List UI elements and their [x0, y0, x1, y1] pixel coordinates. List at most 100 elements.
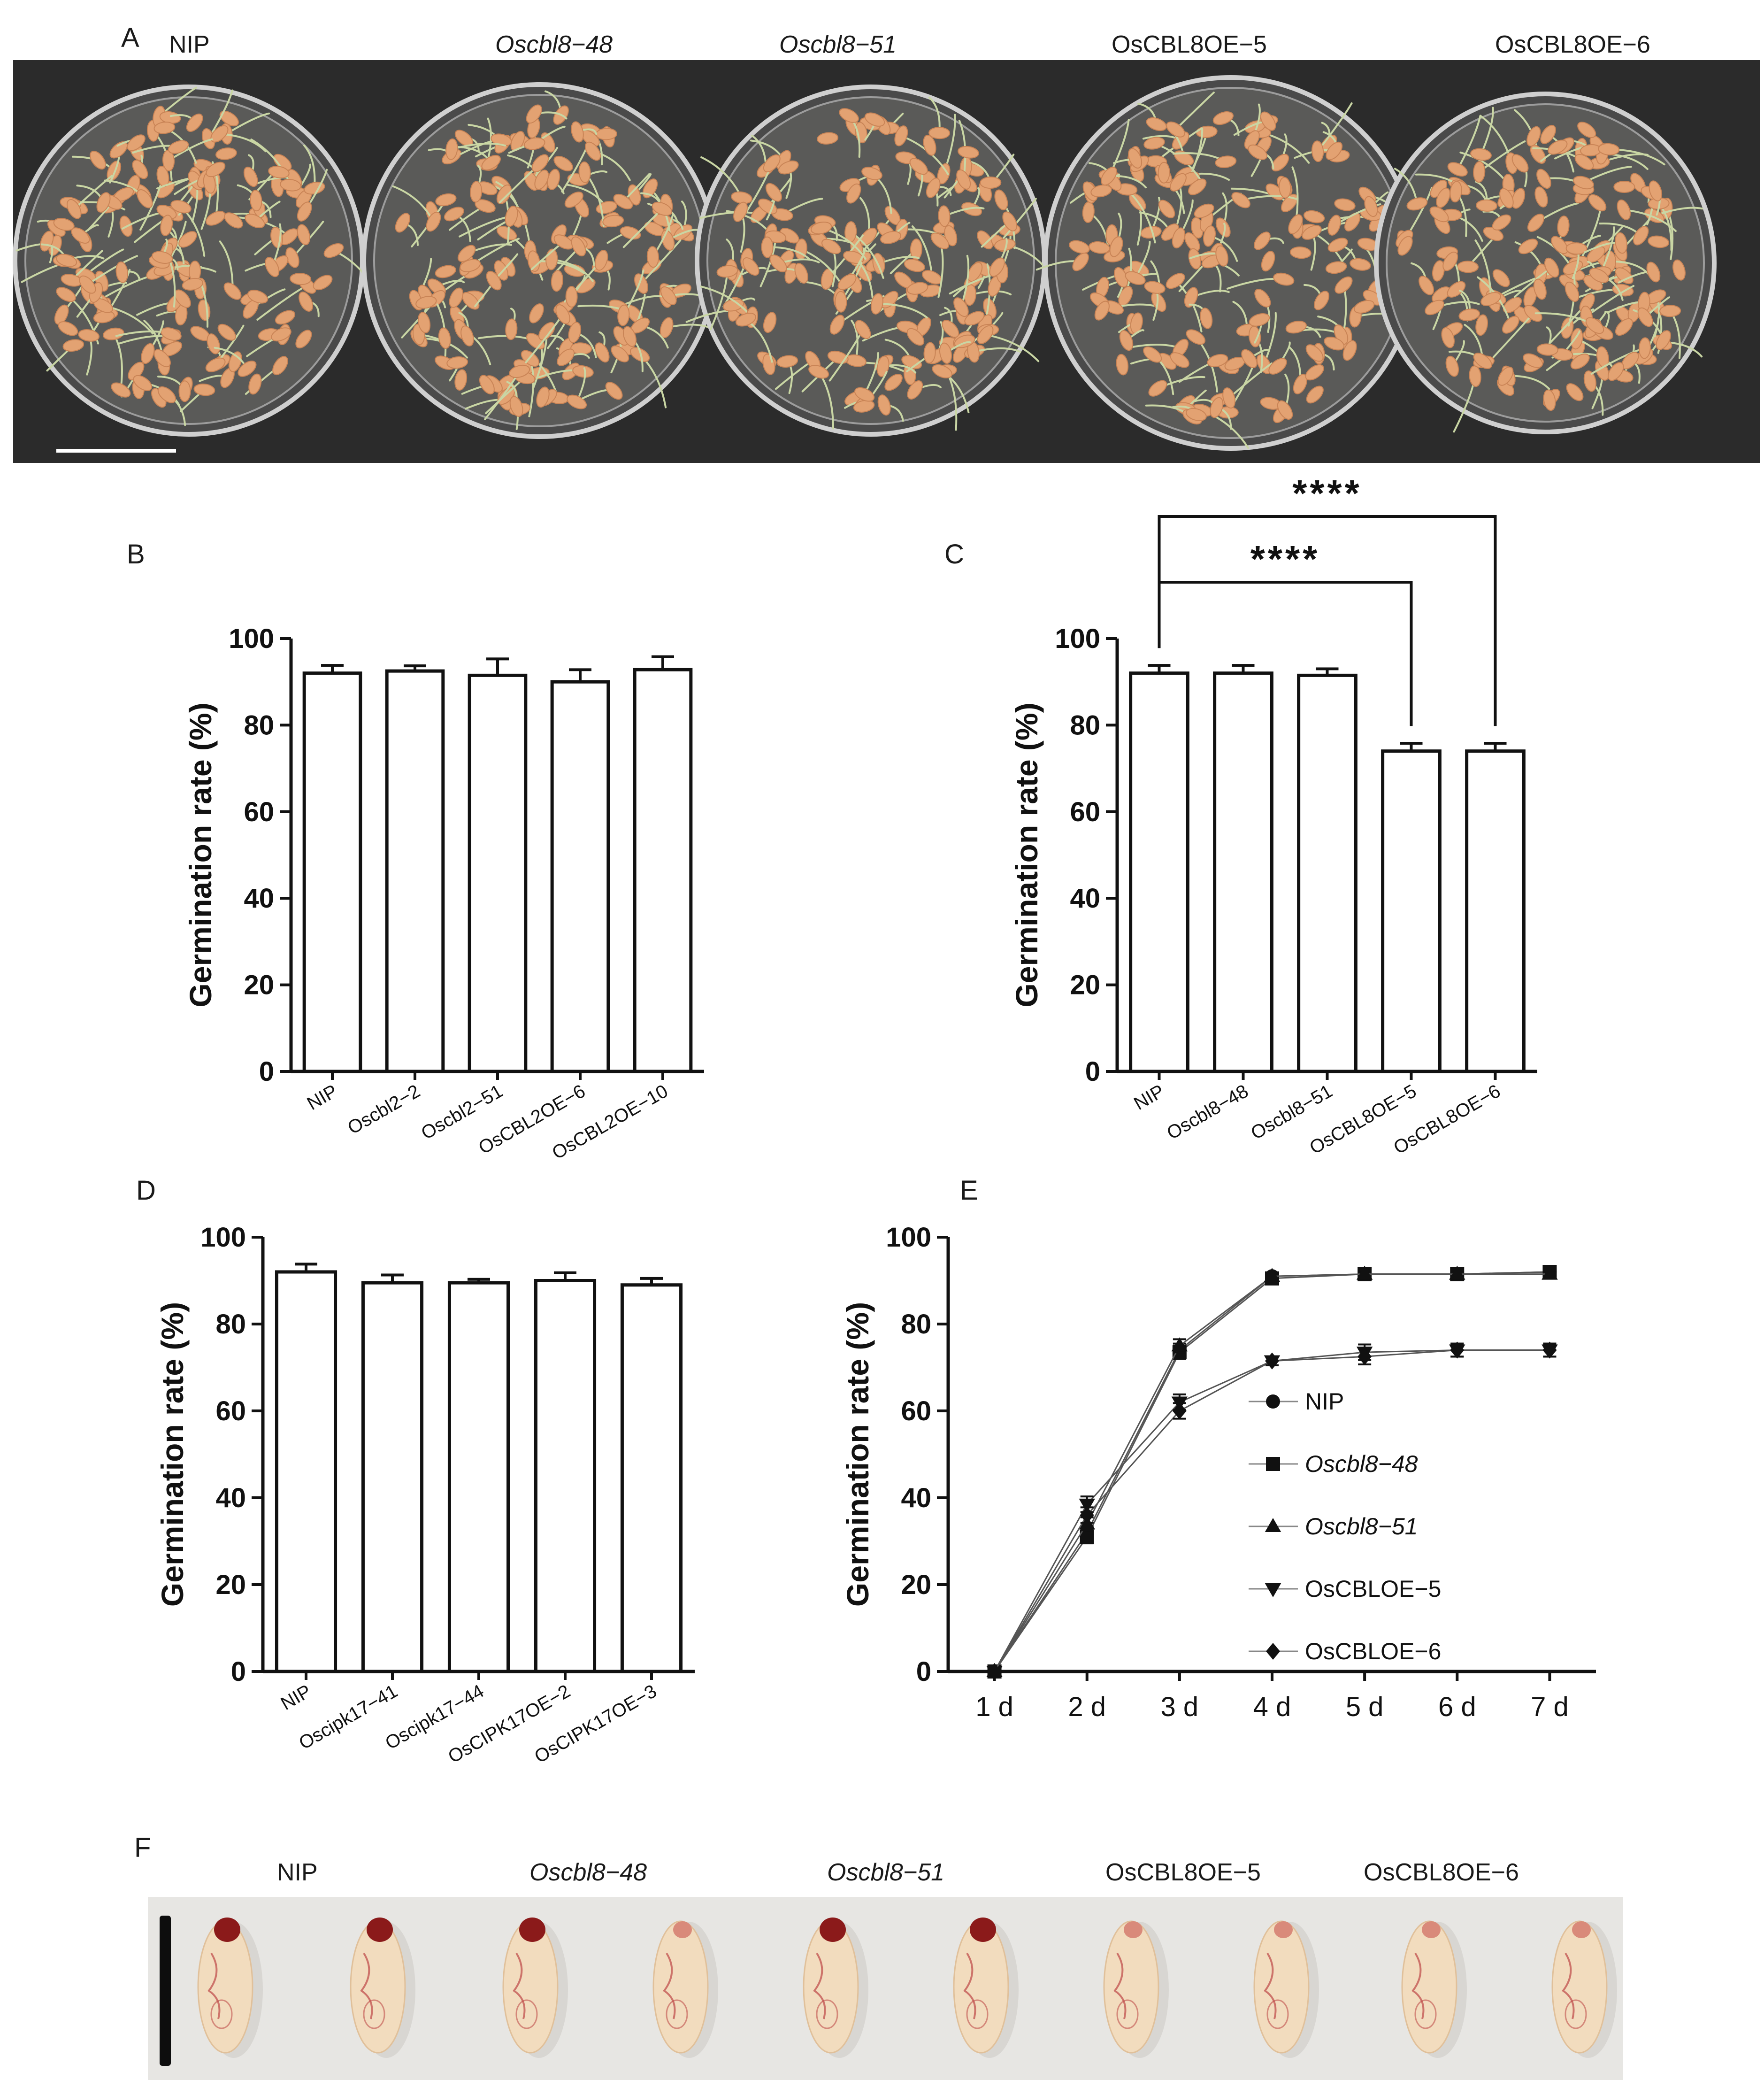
seed: [1458, 308, 1480, 322]
chart-e-marker: [1542, 1265, 1558, 1280]
chart-panel-b: B 0 20 40 60 80 100 Germination rate (%) NIP Osc…: [127, 539, 704, 1163]
seed: [864, 112, 885, 127]
sprout: [1585, 285, 1635, 317]
seed-10: [1551, 1920, 1617, 2058]
seed: [1288, 214, 1303, 234]
seed-6: [953, 1918, 1019, 2058]
seed: [1445, 355, 1459, 377]
seed: [103, 327, 124, 340]
chart-e-series-line: [994, 1271, 1550, 1672]
chart-e-x-tick-label: 6 d: [1438, 1692, 1476, 1722]
seed: [1615, 318, 1633, 336]
chart-c-y-tick-label: 0: [1085, 1056, 1100, 1087]
panel-f-genotype-oscbl8oe-5: OsCBL8OE−5: [1105, 1859, 1261, 1886]
chart-d-y-axis-label: Germination rate (%): [155, 1302, 190, 1607]
chart-e-marker: [1171, 1337, 1188, 1352]
seed: [1585, 317, 1604, 334]
sprout: [876, 303, 928, 319]
chart-e-legend-label: Oscbl8−48: [1305, 1451, 1418, 1477]
seed: [758, 198, 777, 215]
seed: [1574, 154, 1594, 170]
seed: [1436, 187, 1451, 208]
seed: [111, 382, 131, 398]
seed: [930, 232, 950, 249]
seed: [1583, 370, 1596, 392]
seed-7: [1103, 1920, 1169, 2058]
chart-e-x-tick-label: 2 d: [1068, 1692, 1106, 1722]
chart-e-legend-marker: [1266, 1457, 1280, 1471]
seed-8: [1253, 1920, 1319, 2058]
seed: [272, 356, 288, 376]
chart-c-y-tick-label: 60: [1070, 797, 1100, 827]
sprout: [1474, 239, 1492, 300]
stain-line: [663, 1952, 676, 2019]
seed: [938, 205, 951, 227]
chart-d-y-tick-label: 100: [200, 1222, 246, 1253]
seed: [1109, 236, 1123, 257]
seed: [141, 343, 155, 364]
seed: [470, 181, 483, 203]
chart-e-marker: [1079, 1498, 1095, 1513]
chart-e-series: [986, 1342, 1558, 1680]
seed: [1638, 337, 1651, 359]
seed: [1354, 300, 1375, 314]
seed: [1303, 210, 1325, 223]
seed: [444, 207, 464, 222]
seed: [475, 199, 496, 213]
seed: [223, 282, 242, 300]
chart-e-series: [987, 1265, 1557, 1679]
stain-line: [360, 1952, 373, 2019]
seed: [904, 259, 925, 272]
seed: [1327, 238, 1348, 253]
seed: [585, 141, 601, 161]
seed: [961, 202, 982, 216]
seed: [1536, 343, 1558, 356]
seed: [572, 365, 594, 378]
seed: [1637, 307, 1653, 327]
seed: [932, 364, 952, 378]
chart-c-category-label: NIP: [1130, 1081, 1168, 1114]
seed: [1254, 231, 1271, 250]
chart-d-bar: [447, 1281, 510, 1673]
panel-a-dishes: [13, 75, 1717, 451]
seed: [817, 132, 839, 145]
seed: [90, 151, 106, 169]
seed: [1305, 364, 1324, 381]
panel-f-genotype-oscbl8-48: Oscbl8−48: [529, 1859, 647, 1886]
seed: [1271, 154, 1289, 172]
seed: [290, 273, 312, 285]
seed: [611, 345, 629, 362]
seed: [1342, 340, 1357, 361]
chart-c-y-tick-label: 100: [1055, 624, 1100, 654]
seed: [1185, 408, 1207, 421]
chart-e-x-tick-label: 4 d: [1253, 1692, 1291, 1722]
seed: [567, 394, 587, 409]
seed: [1072, 253, 1089, 271]
seed: [1166, 121, 1185, 138]
sprout: [640, 239, 682, 285]
seed: [1659, 305, 1681, 317]
seed: [1090, 185, 1112, 198]
chart-b-y-axis-label: Germination rate (%): [183, 702, 218, 1007]
petri-dish: [1035, 75, 1419, 451]
seed: [977, 325, 994, 344]
stain-ring: [1266, 1999, 1289, 2029]
seed: [1543, 389, 1556, 411]
seed: [58, 321, 78, 336]
seed: [1442, 251, 1458, 271]
seed: [1598, 143, 1620, 156]
seed: [1144, 281, 1166, 294]
seed: [622, 326, 637, 347]
seed: [268, 166, 290, 179]
sprout: [1578, 209, 1601, 263]
stain-line: [963, 1952, 976, 2019]
seed: [956, 169, 971, 190]
seed: [994, 189, 1008, 210]
seed-body: [1401, 1920, 1457, 2054]
chart-e-legend-marker: [1265, 1583, 1281, 1597]
seed: [1450, 181, 1462, 203]
seed: [1607, 362, 1624, 381]
seed: [829, 315, 845, 335]
seed: [855, 320, 871, 339]
seed: [536, 386, 550, 408]
